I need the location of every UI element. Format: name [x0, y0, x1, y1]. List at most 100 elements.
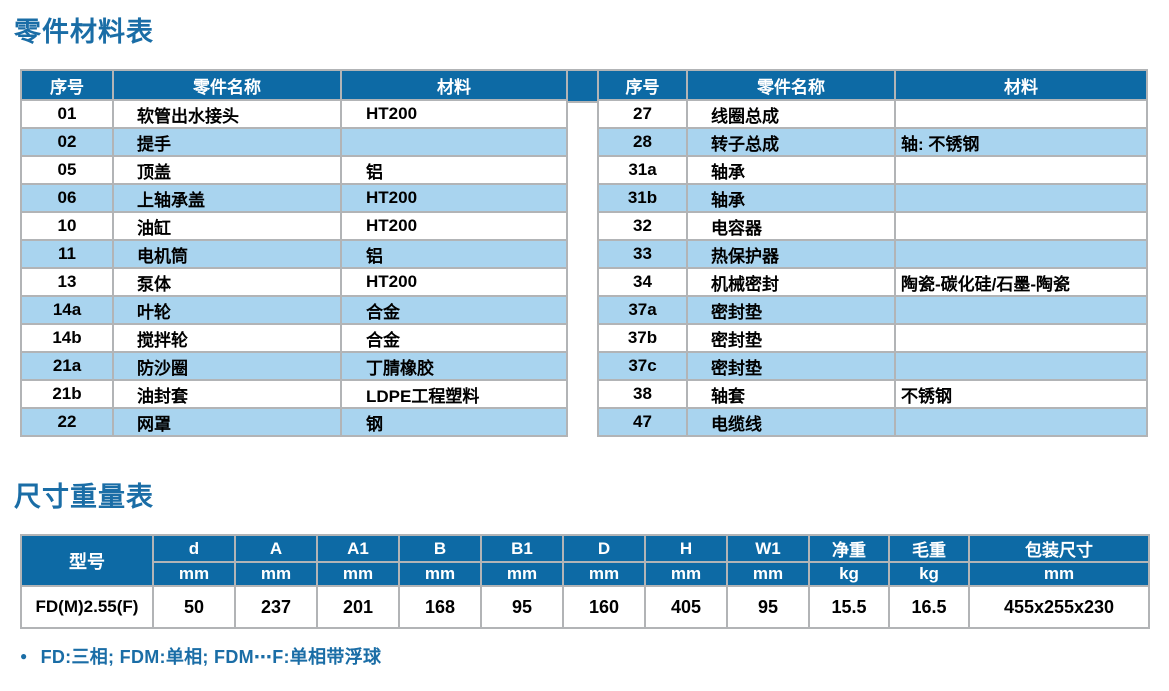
col-header-name: 零件名称	[112, 69, 342, 101]
cell-mat	[894, 295, 1148, 325]
cell-name: 轴套	[686, 379, 896, 409]
cell-name: 顶盖	[112, 155, 342, 185]
col-header-name: 零件名称	[686, 69, 896, 101]
cell-mat: 铝	[340, 239, 568, 269]
table-row: 21a 防沙圈 丁腈橡胶	[20, 351, 568, 381]
dims-col-label: A1	[316, 534, 400, 563]
cell-value: 168	[398, 585, 482, 629]
cell-mat: 不锈钢	[894, 379, 1148, 409]
cell-no: 47	[597, 407, 688, 437]
cell-value: 455x255x230	[968, 585, 1150, 629]
cell-no: 37a	[597, 295, 688, 325]
cell-name: 密封垫	[686, 323, 896, 353]
cell-no: 27	[597, 99, 688, 129]
cell-mat: HT200	[340, 211, 568, 241]
cell-no: 02	[20, 127, 114, 157]
cell-name: 电机筒	[112, 239, 342, 269]
cell-name: 轴承	[686, 183, 896, 213]
table-row: 31b 轴承	[597, 183, 1148, 213]
dimension-weight-table: 型号 d A A1 B B1 D H W1 净重 毛重 包装尺寸 mm mm mm mm mm mm mm mm k…	[20, 534, 1150, 629]
cell-no: 37b	[597, 323, 688, 353]
cell-mat: 轴: 不锈钢	[894, 127, 1148, 157]
cell-name: 热保护器	[686, 239, 896, 269]
cell-mat	[894, 211, 1148, 241]
cell-no: 05	[20, 155, 114, 185]
cell-mat	[894, 323, 1148, 353]
cell-value: 201	[316, 585, 400, 629]
cell-mat: LDPE工程塑料	[340, 379, 568, 409]
table-row: 34 机械密封 陶瓷-碳化硅/石墨-陶瓷	[597, 267, 1148, 297]
table-row: 06 上轴承盖 HT200	[20, 183, 568, 213]
cell-mat: HT200	[340, 183, 568, 213]
cell-value: 237	[234, 585, 318, 629]
dims-col-unit: mm	[644, 561, 728, 587]
dims-col-label: W1	[726, 534, 810, 563]
cell-no: 21a	[20, 351, 114, 381]
parts-material-tables: 序号 零件名称 材料 01 软管出水接头 HT200 02 提手 05 顶盖铝 06 上轴承盖 H…	[20, 69, 1148, 437]
table-row: 33 热保护器	[597, 239, 1148, 269]
dims-col-unit: kg	[888, 561, 970, 587]
parts-table-left: 序号 零件名称 材料 01 软管出水接头 HT200 02 提手 05 顶盖铝 06 上轴承盖 H…	[20, 69, 568, 437]
cell-value: 15.5	[808, 585, 890, 629]
header-row: 序号 零件名称 材料	[597, 69, 1148, 101]
dims-col-label: H	[644, 534, 728, 563]
dims-col-unit: mm	[398, 561, 482, 587]
cell-no: 32	[597, 211, 688, 241]
table-row: 10 油缸 HT200	[20, 211, 568, 241]
table-row: 37b 密封垫	[597, 323, 1148, 353]
cell-no: 06	[20, 183, 114, 213]
table-row: 22 网罩钢	[20, 407, 568, 437]
cell-name: 转子总成	[686, 127, 896, 157]
dims-col-label: 包装尺寸	[968, 534, 1150, 563]
cell-name: 轴承	[686, 155, 896, 185]
dims-col-unit: mm	[480, 561, 564, 587]
bullet-icon: ●	[20, 649, 28, 663]
cell-name: 泵体	[112, 267, 342, 297]
table-row: 47 电缆线	[597, 407, 1148, 437]
footnote: ● FD:三相; FDM:单相; FDM⋯F:单相带浮球	[20, 643, 1148, 669]
parts-table-right: 序号 零件名称 材料 27 线圈总成 28 转子总成 轴: 不锈钢 31a 轴承 31b 轴承 3…	[597, 69, 1148, 437]
table-row: 01 软管出水接头 HT200	[20, 99, 568, 129]
cell-no: 14a	[20, 295, 114, 325]
col-header-material: 材料	[894, 69, 1148, 101]
dims-col-label: D	[562, 534, 646, 563]
cell-name: 提手	[112, 127, 342, 157]
cell-mat	[340, 127, 568, 157]
cell-mat: 合金	[340, 323, 568, 353]
table-row: 31a 轴承	[597, 155, 1148, 185]
cell-name: 上轴承盖	[112, 183, 342, 213]
table-row: 38 轴套 不锈钢	[597, 379, 1148, 409]
cell-no: 31b	[597, 183, 688, 213]
cell-no: 37c	[597, 351, 688, 381]
table-row: 11 电机筒铝	[20, 239, 568, 269]
cell-no: 01	[20, 99, 114, 129]
table-gap-header-band	[568, 69, 597, 103]
cell-mat: 丁腈橡胶	[340, 351, 568, 381]
dims-unit-row: mm mm mm mm mm mm mm mm kg kg mm	[21, 561, 1150, 587]
cell-mat	[894, 183, 1148, 213]
dims-col-unit: mm	[316, 561, 400, 587]
cell-name: 电容器	[686, 211, 896, 241]
dims-table-title: 尺寸重量表	[14, 482, 154, 512]
dims-col-unit: mm	[234, 561, 318, 587]
cell-no: 34	[597, 267, 688, 297]
cell-name: 机械密封	[686, 267, 896, 297]
cell-mat	[894, 407, 1148, 437]
cell-name: 电缆线	[686, 407, 896, 437]
col-header-model: 型号	[20, 534, 154, 587]
table-row: 27 线圈总成	[597, 99, 1148, 129]
cell-name: 油封套	[112, 379, 342, 409]
cell-no: 31a	[597, 155, 688, 185]
dims-col-unit: mm	[562, 561, 646, 587]
cell-name: 油缸	[112, 211, 342, 241]
table-row: 21b 油封套 LDPE工程塑料	[20, 379, 568, 409]
cell-no: 11	[20, 239, 114, 269]
cell-value: 95	[726, 585, 810, 629]
dims-col-unit: kg	[808, 561, 890, 587]
cell-mat: 合金	[340, 295, 568, 325]
cell-mat: HT200	[340, 99, 568, 129]
col-header-material: 材料	[340, 69, 568, 101]
cell-name: 防沙圈	[112, 351, 342, 381]
cell-mat: 铝	[340, 155, 568, 185]
dims-col-label: 毛重	[888, 534, 970, 563]
